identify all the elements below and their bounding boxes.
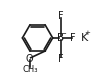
Text: F: F (58, 54, 64, 64)
Text: K: K (81, 33, 88, 43)
Text: CH₃: CH₃ (22, 65, 38, 74)
Text: +: + (84, 30, 90, 36)
Text: B: B (57, 33, 64, 43)
Text: −: − (60, 31, 66, 37)
Text: O: O (26, 53, 34, 64)
Text: F: F (70, 33, 76, 43)
Text: F: F (58, 11, 64, 21)
